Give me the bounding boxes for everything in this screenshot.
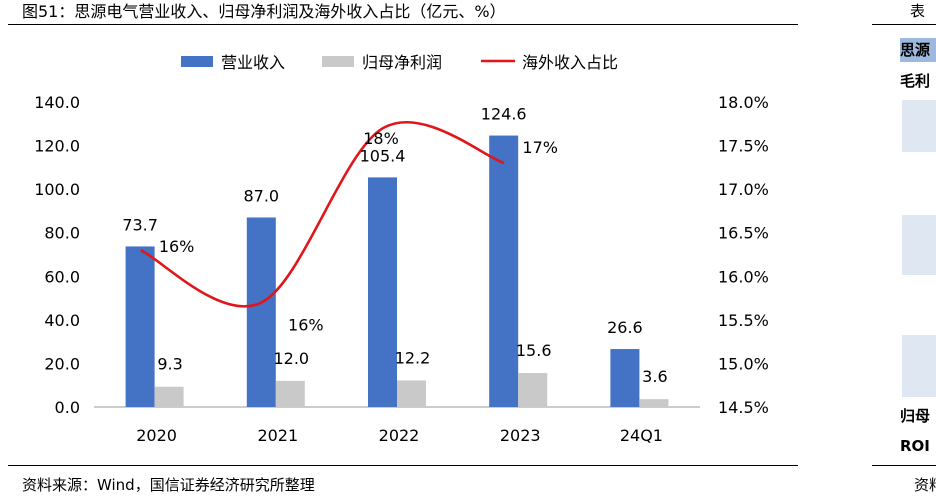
y-left-tick-label: 20.0 bbox=[44, 354, 80, 373]
y-right-tick-label: 17.5% bbox=[718, 137, 769, 156]
line-group bbox=[140, 121, 505, 308]
data-label-overseas-share: 16% bbox=[288, 315, 324, 334]
data-label-revenue: 73.7 bbox=[122, 215, 158, 234]
right-panel-band: 思源 bbox=[900, 38, 936, 62]
axes-group: 0.0 20.0 40.0 60.0 80.0 100.0 120.0 140.0 14.5% 1… bbox=[34, 93, 769, 445]
x-tick-label: 2022 bbox=[379, 426, 420, 445]
bar-revenue bbox=[125, 246, 155, 407]
legend-label-revenue: 营业收入 bbox=[221, 53, 285, 72]
data-label-overseas-share: 18% bbox=[363, 129, 399, 148]
bars-group bbox=[125, 135, 669, 408]
y-left-tick-label: 100.0 bbox=[34, 180, 80, 199]
data-label-net-profit: 12.2 bbox=[395, 348, 431, 367]
y-right-tick-label: 16.0% bbox=[718, 267, 769, 286]
legend-label-overseas-share: 海外收入占比 bbox=[522, 53, 618, 72]
legend-label-net-profit: 归母净利润 bbox=[362, 53, 442, 72]
y-right-tick-label: 18.0% bbox=[718, 93, 769, 112]
legend-group: 营业收入 归母净利润 海外收入占比 bbox=[181, 53, 618, 72]
right-panel-cell bbox=[902, 335, 936, 397]
right-panel-header: 表 bbox=[910, 2, 926, 20]
legend-swatch-net-profit bbox=[322, 56, 354, 67]
x-tick-label: 2023 bbox=[500, 426, 541, 445]
bar-revenue bbox=[368, 177, 397, 407]
chart-svg: 0.0 20.0 40.0 60.0 80.0 100.0 120.0 140.0 14.5% 1… bbox=[34, 53, 769, 445]
right-panel-top-rule bbox=[872, 24, 936, 25]
right-panel-row-label: 毛利 bbox=[900, 72, 931, 90]
data-label-net-profit: 15.6 bbox=[516, 341, 552, 360]
data-label-revenue: 105.4 bbox=[360, 146, 406, 165]
bar-net-profit bbox=[275, 380, 305, 407]
y-left-tick-label: 0.0 bbox=[55, 398, 80, 417]
bar-net-profit bbox=[154, 386, 184, 407]
data-label-net-profit: 9.3 bbox=[157, 355, 182, 374]
right-panel-bottom-rule bbox=[872, 465, 936, 466]
data-label-overseas-share: 16% bbox=[159, 237, 195, 256]
figure-title: 图51：思源电气营业收入、归母净利润及海外收入占比（亿元、%） bbox=[22, 2, 506, 21]
right-panel-footer: 资料 bbox=[914, 476, 936, 494]
right-panel-row-label: 归母 bbox=[900, 407, 931, 425]
y-right-tick-label: 14.5% bbox=[718, 398, 769, 417]
bottom-rule bbox=[8, 465, 798, 466]
top-rule bbox=[8, 24, 798, 25]
bar-revenue bbox=[246, 217, 276, 407]
bar-net-profit bbox=[639, 399, 669, 407]
x-tick-label: 2021 bbox=[257, 426, 298, 445]
y-right-tick-label: 16.5% bbox=[718, 224, 769, 243]
y-left-tick-label: 120.0 bbox=[34, 137, 80, 156]
y-left-tick-label: 80.0 bbox=[44, 224, 80, 243]
bar-net-profit bbox=[518, 373, 548, 407]
x-tick-label: 24Q1 bbox=[620, 426, 663, 445]
y-left-tick-label: 60.0 bbox=[44, 267, 80, 286]
right-panel-cell bbox=[902, 215, 936, 275]
y-left-tick-label: 140.0 bbox=[34, 93, 80, 112]
data-label-net-profit: 3.6 bbox=[642, 367, 667, 386]
data-labels-group: 73.7 9.3 87.0 12.0 105.4 12.2 124.6 15.6 26.6 3.6… bbox=[122, 105, 667, 387]
right-panel-cell bbox=[902, 100, 936, 152]
data-label-revenue: 87.0 bbox=[243, 186, 279, 205]
legend-swatch-revenue bbox=[181, 56, 213, 67]
y-right-tick-label: 15.5% bbox=[718, 311, 769, 330]
y-right-tick-label: 17.0% bbox=[718, 180, 769, 199]
bar-revenue bbox=[610, 349, 640, 407]
data-label-net-profit: 12.0 bbox=[273, 349, 309, 368]
source-note: 资料来源：Wind，国信证券经济研究所整理 bbox=[22, 476, 315, 494]
data-label-revenue: 124.6 bbox=[481, 105, 527, 124]
data-label-revenue: 26.6 bbox=[607, 318, 643, 337]
line-overseas-share bbox=[140, 121, 505, 308]
data-label-overseas-share: 17% bbox=[522, 138, 558, 157]
x-tick-label: 2020 bbox=[136, 426, 177, 445]
y-right-tick-label: 15.0% bbox=[718, 354, 769, 373]
bar-net-profit bbox=[397, 380, 426, 407]
y-left-tick-label: 40.0 bbox=[44, 311, 80, 330]
right-panel-row-label: ROI bbox=[900, 437, 930, 455]
bar-revenue bbox=[489, 135, 519, 408]
